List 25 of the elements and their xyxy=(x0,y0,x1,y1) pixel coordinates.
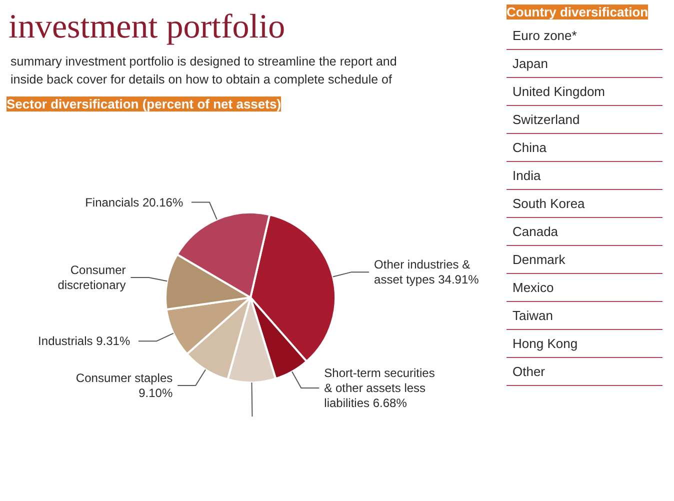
text: investment portfolio xyxy=(8,8,286,46)
category-label: Japan xyxy=(512,56,548,71)
text: summary investment portfolio is designed to streamline the report and xyxy=(10,54,397,68)
category-label: Taiwan xyxy=(512,308,553,323)
category-label: India xyxy=(512,168,542,183)
slice-label: Industrials 9.31% xyxy=(38,334,130,348)
text: Country diversification xyxy=(506,4,648,20)
chart-title: Sector diversification (percent of net assets) xyxy=(6,96,282,112)
category-label: Denmark xyxy=(512,252,566,267)
slice-label: Short-term securities & other assets less liabilities 6.68% xyxy=(324,366,435,410)
category-label: Canada xyxy=(512,224,559,239)
category-label: South Korea xyxy=(512,196,586,211)
category-label: Euro zone* xyxy=(512,28,577,43)
category-label: China xyxy=(512,140,548,155)
slice-label: Other industries & asset types 34.91% xyxy=(374,258,480,287)
category-label: Hong Kong xyxy=(512,336,578,351)
category-label: United Kingdom xyxy=(512,84,605,99)
category-label: Other xyxy=(512,364,546,379)
data-label: 9.10% xyxy=(138,386,173,400)
category-label: Switzerland xyxy=(512,112,580,127)
slice-label: Consumer staples xyxy=(76,370,173,385)
text: inside back cover for details on how to obtain a complete schedule of xyxy=(10,72,393,86)
slice-label: Consumer discretionary xyxy=(58,262,126,292)
category-label: Mexico xyxy=(512,280,554,295)
slice-label: Financials 20.16% xyxy=(85,195,184,210)
